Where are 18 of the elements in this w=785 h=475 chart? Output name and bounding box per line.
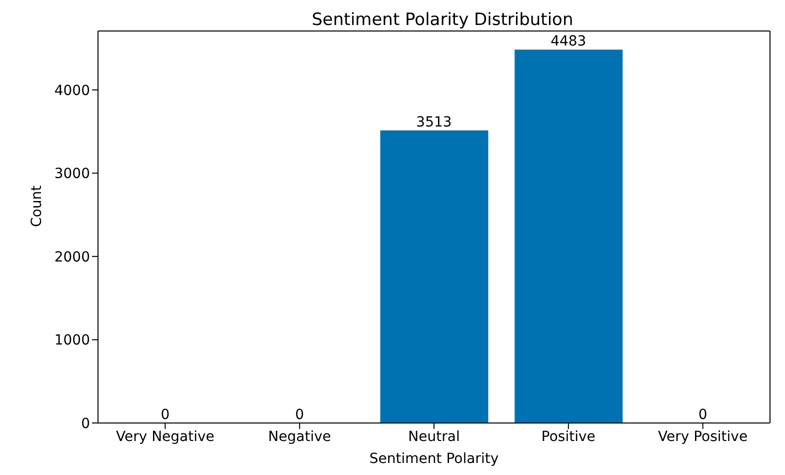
y-tick-label: 2000: [54, 249, 90, 266]
data-label: 0: [295, 407, 304, 423]
chart-title: Sentiment Polarity Distribution: [310, 10, 574, 30]
x-tick-label: Very Positive: [658, 428, 748, 445]
x-tick-label: Negative: [268, 428, 332, 445]
data-label: 4483: [550, 34, 586, 50]
x-tick-label: Neutral: [408, 428, 460, 445]
y-tick-label: 0: [81, 416, 90, 432]
x-tick-label: Positive: [541, 428, 596, 445]
data-label: 0: [698, 407, 708, 423]
y-tick-label: 3000: [54, 166, 90, 182]
x-axis-title: Sentiment Polarity: [369, 451, 499, 467]
data-label: 0: [160, 407, 170, 423]
y-tick-label: 1000: [54, 332, 90, 349]
data-label: 3513: [416, 114, 452, 130]
y-tick-label: 4000: [54, 82, 90, 99]
x-tick-label: Very Negative: [116, 428, 214, 445]
y-axis-title: Count: [28, 184, 45, 227]
